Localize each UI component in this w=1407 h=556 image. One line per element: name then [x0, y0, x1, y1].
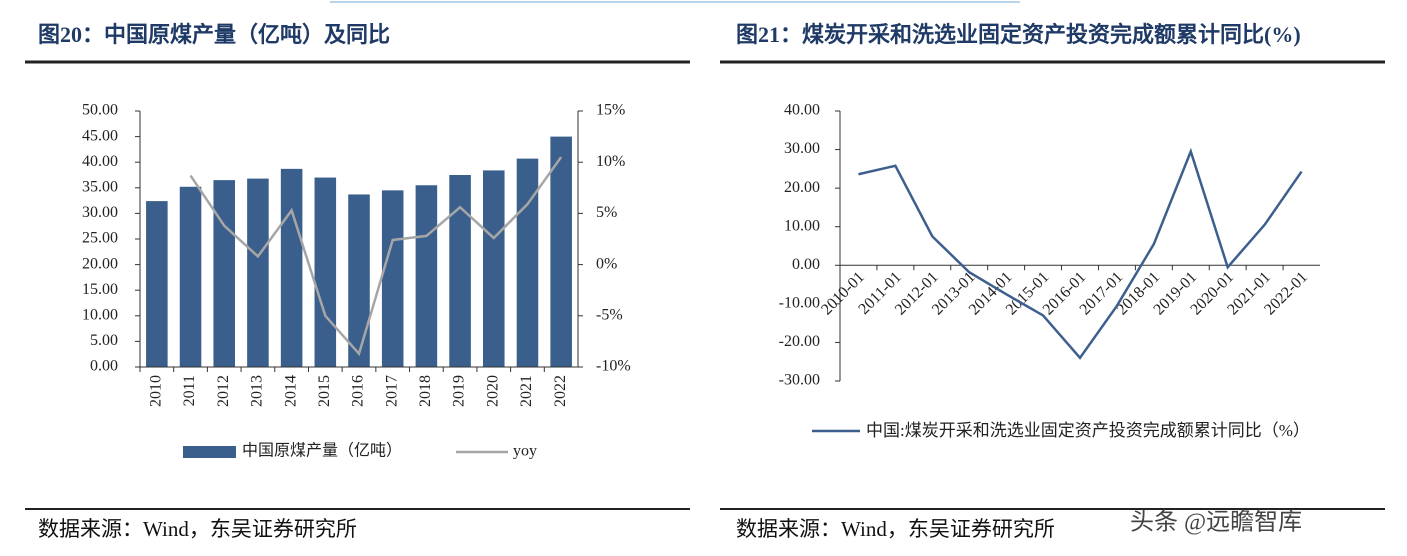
- legend-label: 中国:煤炭开采和洗选业固定资产投资完成额累计同比（%）: [866, 421, 1310, 440]
- source: 数据来源：Wind，东吴证券研究所: [38, 517, 357, 541]
- legend-label: 中国原煤产量（亿吨）: [242, 442, 402, 460]
- watermark: 头条 @远瞻智库: [1130, 509, 1302, 536]
- bar: [280, 168, 303, 367]
- y-tick-label: 50.00: [82, 102, 118, 119]
- bar: [146, 201, 168, 367]
- y-tick-label: 0.00: [792, 256, 820, 273]
- legend-label: yoy: [513, 443, 537, 460]
- bar: [415, 185, 438, 367]
- bar: [314, 177, 337, 367]
- x-tick-label: 2018: [417, 375, 434, 407]
- bar: [449, 175, 471, 367]
- y2-tick-label: 0%: [596, 255, 617, 272]
- y-tick-label: 10.00: [82, 306, 118, 323]
- y-tick-label: 15.00: [82, 281, 118, 298]
- x-tick-label: 2020: [484, 375, 501, 407]
- x-tick-label: 2012: [215, 375, 232, 407]
- bar: [550, 136, 572, 367]
- bar: [516, 158, 539, 367]
- y-tick-label: 35.00: [82, 178, 118, 195]
- chart-title: 图21：煤炭开采和洗选业固定资产投资完成额累计同比(%): [736, 22, 1301, 47]
- y2-tick-label: 5%: [596, 204, 617, 221]
- y-tick-label: 40.00: [784, 102, 820, 119]
- chart-title: 图20：中国原煤产量（亿吨）及同比: [38, 22, 390, 47]
- y-tick-label: 25.00: [82, 230, 118, 247]
- source: 数据来源：Wind，东吴证券研究所: [736, 517, 1055, 541]
- y2-tick-label: 15%: [596, 102, 625, 119]
- y2-tick-label: 10%: [596, 153, 625, 170]
- x-tick-label: 2021: [518, 375, 535, 407]
- y-tick-label: 30.00: [784, 140, 820, 157]
- y-tick-label: 40.00: [82, 153, 118, 170]
- line: [858, 147, 1303, 360]
- bar: [179, 186, 202, 367]
- y-tick-label: 0.00: [90, 358, 118, 375]
- bar: [381, 190, 404, 367]
- y-tick-label: -20.00: [779, 333, 820, 350]
- bar: [348, 194, 370, 367]
- y-tick-label: 30.00: [82, 204, 118, 221]
- y2-tick-label: -5%: [596, 306, 623, 323]
- line: [189, 156, 563, 357]
- y-tick-label: 45.00: [82, 127, 118, 144]
- x-tick-label: 2022: [552, 375, 569, 407]
- x-tick-label: 2016: [350, 375, 367, 407]
- y-tick-label: 20.00: [82, 255, 118, 272]
- y-tick-label: -30.00: [779, 372, 820, 389]
- y-tick-label: 10.00: [784, 217, 820, 234]
- bar: [213, 180, 236, 367]
- x-tick-label: 2014: [282, 375, 299, 407]
- x-tick-label: 2011: [181, 375, 198, 406]
- y2-tick-label: -10%: [596, 358, 631, 375]
- y-tick-label: -10.00: [779, 295, 820, 312]
- x-tick-label: 2013: [249, 375, 266, 407]
- legend-swatch: [183, 446, 236, 458]
- y-tick-label: 20.00: [784, 179, 820, 196]
- bar: [247, 178, 269, 367]
- x-tick-label: 2010: [148, 375, 165, 407]
- y-tick-label: 5.00: [90, 332, 118, 349]
- x-tick-label: 2017: [383, 375, 400, 407]
- bar: [482, 170, 505, 367]
- x-tick-label: 2019: [451, 375, 468, 407]
- x-tick-label: 2015: [316, 375, 333, 407]
